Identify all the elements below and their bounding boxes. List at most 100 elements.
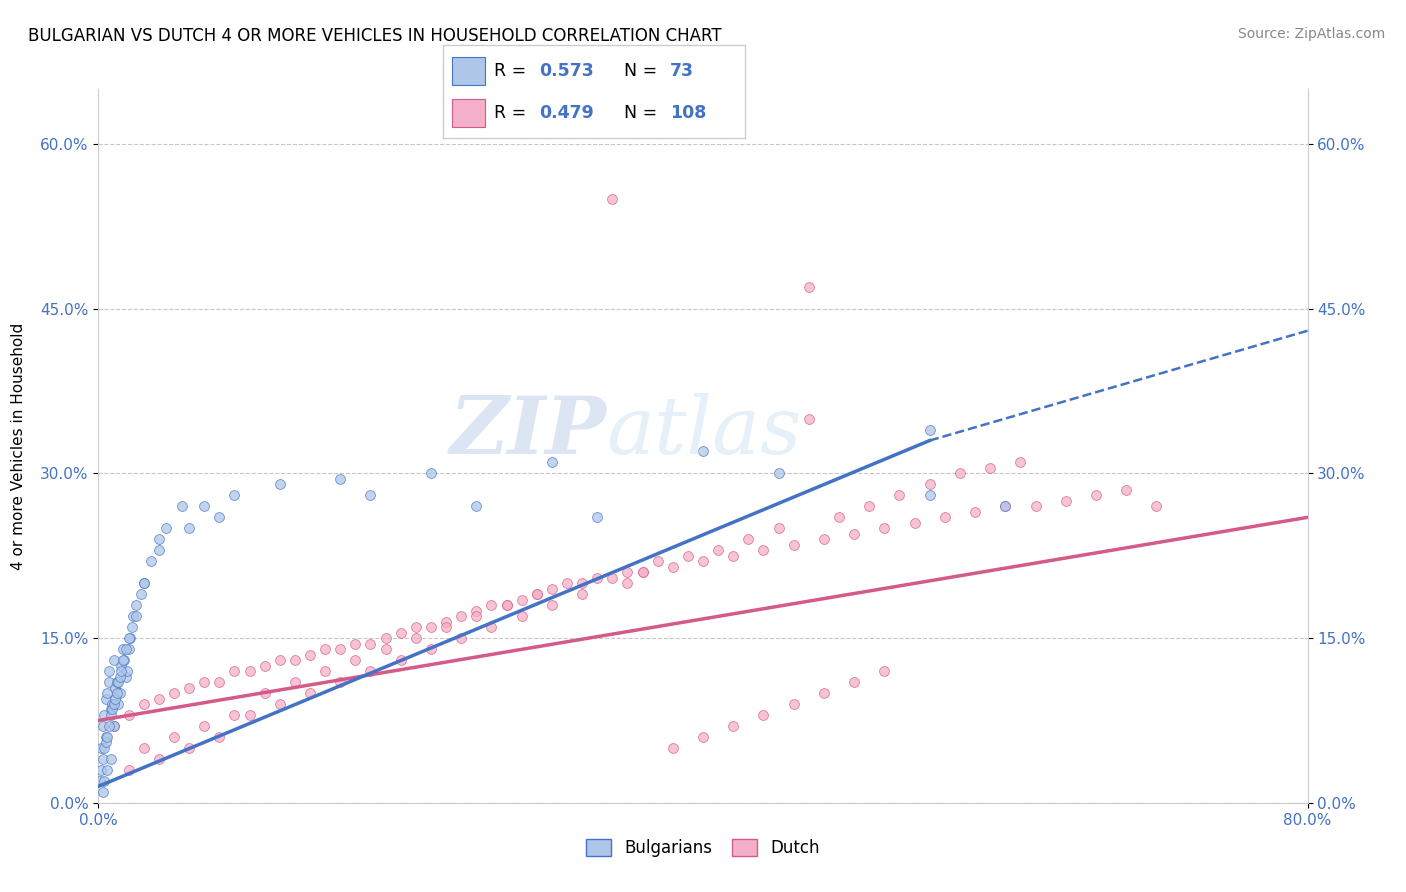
Point (208, 675, 231, 690)
Point (918, 423, 941, 437)
Text: ZIP: ZIP (450, 393, 606, 470)
Point (510, 609, 533, 624)
Point (389, 625, 412, 640)
Point (90, 740, 112, 755)
Point (360, 637, 382, 651)
Point (723, 549, 745, 563)
Point (434, 620, 457, 634)
Point (269, 653, 291, 667)
Point (100, 708, 122, 723)
Point (344, 653, 367, 667)
Point (526, 587, 548, 601)
Point (602, 192, 624, 206)
Point (253, 658, 276, 673)
Point (934, 510, 956, 524)
Point (110, 664, 132, 678)
Point (132, 576, 155, 591)
Point (1024, 500, 1046, 514)
Text: R =: R = (495, 62, 531, 79)
Legend: Bulgarians, Dutch: Bulgarians, Dutch (578, 831, 828, 866)
Point (783, 697, 806, 711)
Point (114, 642, 136, 657)
Point (120, 631, 142, 645)
Point (526, 587, 548, 601)
Text: N =: N = (624, 62, 664, 79)
Point (107, 697, 129, 711)
Point (96, 730, 118, 744)
Point (465, 609, 488, 624)
Point (179, 521, 201, 535)
Point (813, 533, 835, 547)
Point (253, 686, 276, 700)
Bar (451, 99, 485, 127)
Point (783, 538, 806, 552)
Point (420, 467, 443, 481)
Point (104, 691, 127, 706)
Point (132, 740, 155, 755)
Point (148, 543, 170, 558)
Point (155, 521, 177, 535)
Point (103, 719, 125, 733)
Point (481, 598, 503, 612)
Point (125, 598, 148, 612)
Point (752, 708, 775, 723)
Point (103, 697, 125, 711)
Point (889, 488, 911, 502)
Point (91, 785, 114, 799)
Point (314, 664, 336, 678)
Point (540, 598, 562, 612)
Point (481, 620, 503, 634)
Point (100, 702, 122, 716)
Point (586, 571, 609, 585)
Point (148, 533, 170, 547)
Point (93, 740, 115, 755)
Point (586, 510, 609, 524)
Point (90, 763, 112, 777)
Point (344, 637, 367, 651)
Point (405, 631, 427, 645)
Point (510, 592, 533, 607)
Point (797, 411, 820, 425)
Point (813, 686, 835, 700)
Point (616, 566, 638, 580)
Point (111, 642, 134, 657)
Point (676, 549, 699, 563)
Point (329, 675, 352, 690)
Point (96, 763, 118, 777)
Point (540, 582, 562, 596)
Point (692, 730, 714, 744)
Point (389, 653, 412, 667)
Point (94, 730, 117, 744)
Text: N =: N = (624, 104, 664, 122)
Point (163, 686, 186, 700)
Point (918, 477, 941, 491)
Point (118, 708, 141, 723)
Point (224, 708, 246, 723)
Point (98, 719, 121, 733)
Point (828, 510, 851, 524)
Point (91, 752, 114, 766)
Point (737, 533, 759, 547)
Point (844, 526, 866, 541)
Point (94, 735, 117, 749)
Text: BULGARIAN VS DUTCH 4 OR MORE VEHICLES IN HOUSEHOLD CORRELATION CHART: BULGARIAN VS DUTCH 4 OR MORE VEHICLES IN… (28, 27, 721, 45)
Point (118, 642, 141, 657)
Point (571, 587, 593, 601)
Point (768, 467, 790, 481)
Point (98, 664, 121, 678)
Point (858, 500, 880, 514)
Point (571, 576, 593, 591)
Point (101, 702, 124, 716)
Point (239, 664, 262, 678)
Text: R =: R = (495, 104, 531, 122)
Point (122, 609, 145, 624)
Point (193, 500, 215, 514)
Point (132, 697, 155, 711)
Point (707, 543, 730, 558)
Point (284, 653, 307, 667)
Point (616, 576, 638, 591)
Point (101, 697, 124, 711)
Point (979, 461, 1001, 475)
Point (450, 631, 472, 645)
Point (208, 730, 231, 744)
